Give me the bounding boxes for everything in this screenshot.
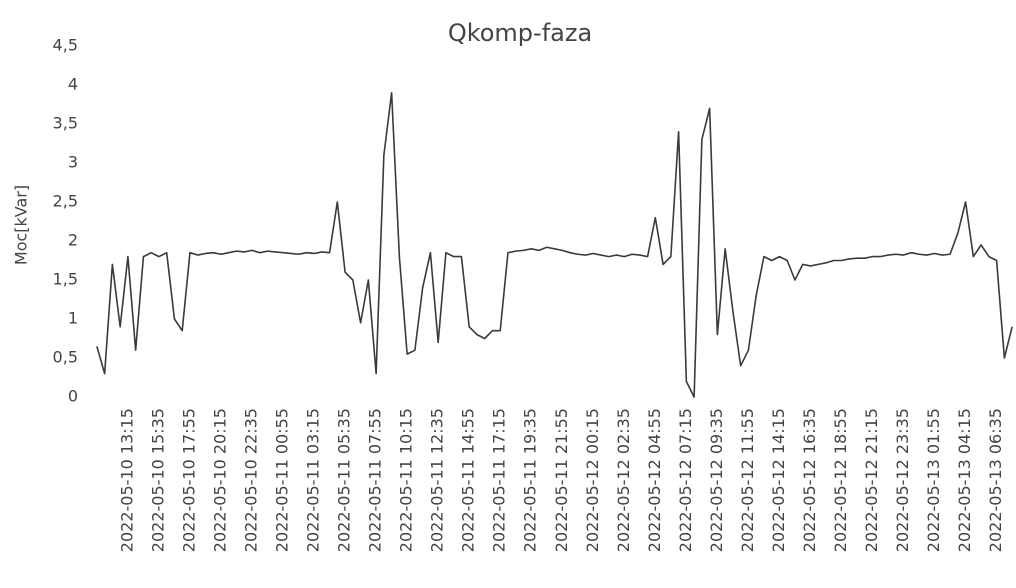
x-tick-label: 2022-05-10 17:55 <box>179 408 198 552</box>
y-tick-label: 1 <box>68 309 78 328</box>
x-tick-label: 2022-05-11 17:15 <box>490 408 509 552</box>
x-tick-label: 2022-05-12 04:55 <box>645 408 664 552</box>
x-tick-label: 2022-05-13 06:35 <box>986 408 1005 552</box>
x-tick-label: 2022-05-11 19:35 <box>521 408 540 552</box>
x-tick-label: 2022-05-11 14:55 <box>459 408 478 552</box>
y-tick-label: 2,5 <box>53 192 78 211</box>
x-tick-label: 2022-05-11 00:55 <box>273 408 292 552</box>
x-tick-label: 2022-05-11 05:35 <box>335 408 354 552</box>
x-tick-label: 2022-05-12 23:35 <box>893 408 912 552</box>
y-tick-label: 0 <box>68 387 78 406</box>
y-tick-label: 1,5 <box>53 270 78 289</box>
x-tick-label: 2022-05-12 00:15 <box>583 408 602 552</box>
x-tick-label: 2022-05-10 20:15 <box>210 408 229 552</box>
x-tick-label: 2022-05-12 07:15 <box>676 408 695 552</box>
x-tick-label: 2022-05-12 16:35 <box>800 408 819 552</box>
x-tick-label: 2022-05-11 12:35 <box>428 408 447 552</box>
y-tick-label: 2 <box>68 231 78 250</box>
x-tick-label: 2022-05-12 09:35 <box>707 408 726 552</box>
x-tick-label: 2022-05-11 07:55 <box>366 408 385 552</box>
y-tick-label: 4,5 <box>53 36 78 55</box>
y-tick-label: 3,5 <box>53 114 78 133</box>
x-tick-label: 2022-05-12 18:55 <box>831 408 850 552</box>
x-tick-label: 2022-05-10 15:35 <box>148 408 167 552</box>
y-tick-label: 4 <box>68 75 78 94</box>
x-tick-label: 2022-05-13 01:55 <box>924 408 943 552</box>
x-tick-label: 2022-05-12 14:15 <box>769 408 788 552</box>
data-line <box>96 92 1013 398</box>
x-tick-label: 2022-05-11 10:15 <box>397 408 416 552</box>
x-tick-label: 2022-05-12 11:55 <box>738 408 757 552</box>
y-tick-label: 3 <box>68 153 78 172</box>
y-axis-title: Moc[kVar] <box>12 185 31 265</box>
y-tick-label: 0,5 <box>53 348 78 367</box>
x-tick-label: 2022-05-10 13:15 <box>117 408 136 552</box>
x-tick-label: 2022-05-10 22:35 <box>242 408 261 552</box>
x-tick-label: 2022-05-12 02:35 <box>614 408 633 552</box>
x-tick-label: 2022-05-12 21:15 <box>862 408 881 552</box>
x-tick-label: 2022-05-13 04:15 <box>955 408 974 552</box>
x-tick-label: 2022-05-11 03:15 <box>304 408 323 552</box>
chart-title: Qkomp-faza <box>448 19 592 47</box>
x-tick-label: 2022-05-11 21:55 <box>552 408 571 552</box>
